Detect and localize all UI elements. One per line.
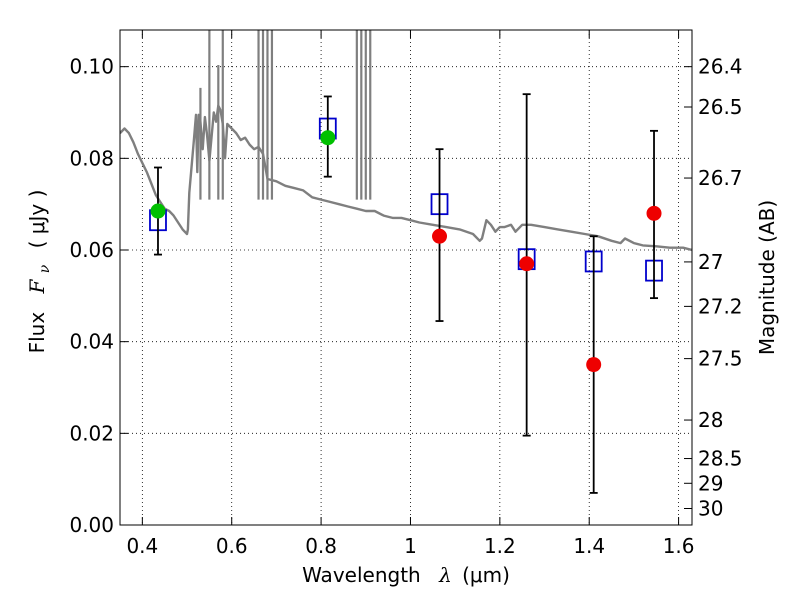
- y-tick-label: 0.00: [69, 513, 114, 537]
- y2-tick-label: 26.5: [698, 95, 743, 119]
- y-axis-title-unit: ( μJy ): [25, 190, 49, 249]
- x-tick-label: 1.4: [573, 534, 605, 558]
- y2-tick-label: 28.5: [698, 447, 743, 471]
- x-tick-label: 0.4: [126, 534, 158, 558]
- y2-tick-label: 26.4: [698, 55, 743, 79]
- photometry-points: [149, 93, 663, 494]
- red-point: [432, 228, 448, 244]
- y2-tick-label: 30: [698, 497, 723, 521]
- y2-tick-label: 27.5: [698, 347, 743, 371]
- y-axis-title: Flux F ν ( μJy ): [25, 190, 54, 354]
- x-tick-label: 0.6: [216, 534, 248, 558]
- y2-axis-title: Magnitude (AB): [755, 200, 779, 355]
- x-axis-title-text: Wavelength: [302, 563, 421, 587]
- axis-ticks: 0.4 0.6 0.8 1 1.2 1.4 1.6 0.00 0.02 0.04 0.06 0.08 0…: [69, 30, 743, 558]
- y-axis-title-symbol-subscript: ν: [37, 264, 53, 273]
- y-axis-title-text: Flux: [25, 312, 49, 354]
- y2-tick-label: 26.7: [698, 166, 743, 190]
- x-tick-label: 1.2: [484, 534, 516, 558]
- green-point: [320, 130, 336, 146]
- y-tick-label: 0.02: [69, 421, 114, 445]
- y2-tick-label: 27.2: [698, 294, 743, 318]
- red-point: [519, 256, 535, 272]
- green-point: [150, 203, 166, 219]
- y-axis-title-symbol: F: [25, 278, 49, 294]
- model-spectrum: [120, 30, 692, 252]
- y2-tick-label: 27: [698, 250, 723, 274]
- y-tick-label: 0.04: [69, 330, 114, 354]
- x-axis-title-symbol: λ: [438, 563, 452, 587]
- x-tick-label: 1.6: [663, 534, 695, 558]
- red-point: [586, 357, 602, 373]
- y2-tick-label: 28: [698, 408, 723, 432]
- x-axis-title-unit: (μm): [462, 563, 510, 587]
- y2-tick-label: 29: [698, 471, 723, 495]
- red-point: [646, 205, 662, 221]
- x-tick-label: 0.8: [305, 534, 337, 558]
- plot-frame: [119, 29, 693, 526]
- x-axis-title: Wavelength λ (μm): [302, 563, 510, 587]
- spectrum-line: [120, 104, 692, 252]
- x-tick-label: 1: [404, 534, 417, 558]
- y-tick-label: 0.06: [69, 238, 114, 262]
- y-tick-label: 0.10: [69, 55, 114, 79]
- y-tick-label: 0.08: [69, 146, 114, 170]
